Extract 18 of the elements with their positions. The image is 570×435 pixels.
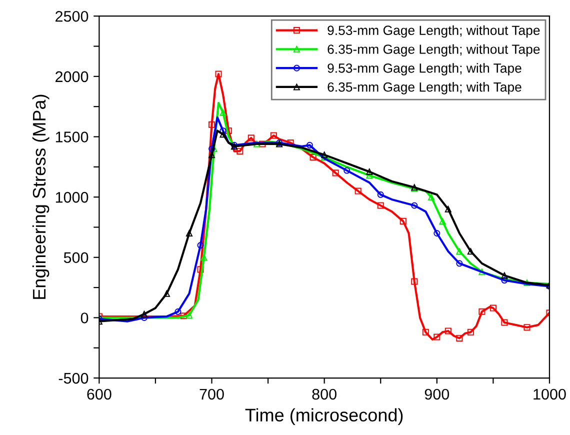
x-tick-label: 800 bbox=[312, 388, 336, 400]
x-tick-label: 600 bbox=[87, 388, 112, 400]
legend-label: 6.35-mm Gage Length; with Tape bbox=[328, 82, 522, 94]
y-tick-label: 1500 bbox=[56, 132, 88, 142]
y-tick-label: 2500 bbox=[56, 10, 88, 22]
y-tick-label: 2000 bbox=[56, 71, 88, 82]
y-tick-label: -500 bbox=[58, 372, 88, 384]
y-axis-title: Engineering Stress (MPa) bbox=[32, 94, 50, 299]
y-tick-label: 0 bbox=[80, 312, 88, 324]
x-axis-title: Time (microsecond) bbox=[245, 408, 403, 426]
legend-label: 9.53-mm Gage Length; with Tape bbox=[328, 63, 522, 76]
x-tick-label: 900 bbox=[424, 388, 450, 400]
x-tick-label: 1000 bbox=[534, 388, 566, 400]
legend-label: 9.53-mm Gage Length; without Tape bbox=[328, 25, 540, 38]
y-tick-label: 1000 bbox=[56, 192, 88, 203]
legend-label: 6.35-mm Gage Length; without Tape bbox=[328, 44, 540, 57]
x-tick-label: 700 bbox=[200, 388, 224, 400]
y-tick-label: 500 bbox=[64, 252, 88, 264]
